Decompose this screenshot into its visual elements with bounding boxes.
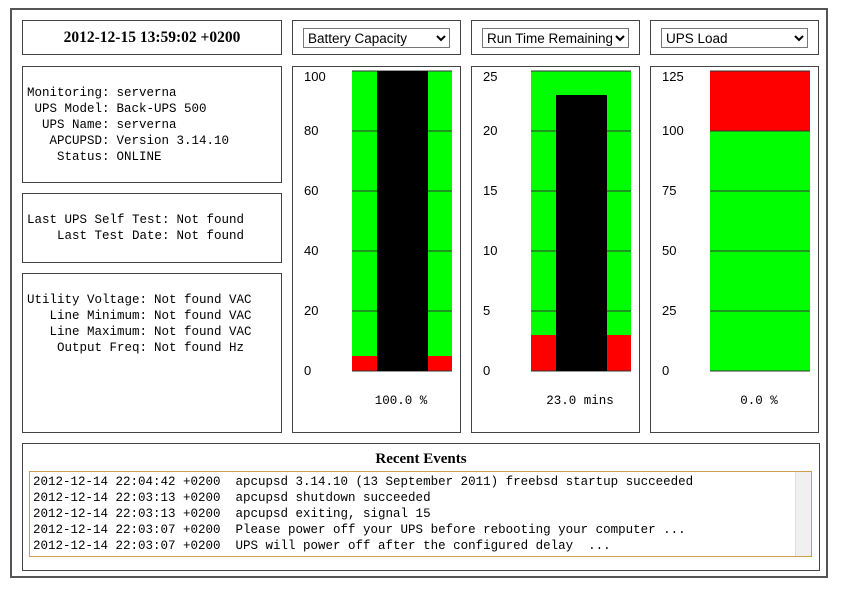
y-tick-label: 100: [304, 69, 326, 84]
y-tick-label: 20: [483, 123, 497, 138]
field-label: Status:: [57, 150, 110, 164]
events-title: Recent Events: [375, 451, 467, 467]
field-label: Monitoring:: [27, 86, 110, 100]
y-tick-label: 60: [304, 183, 318, 198]
y-tick-label: 25: [483, 69, 497, 84]
y-tick-label: 50: [662, 243, 676, 258]
zone: [710, 71, 810, 131]
gauge-panel: 0 20 40 60 80 100 100.0 %: [292, 66, 461, 433]
selector-box: UPS Load: [650, 20, 819, 55]
value-bar: [556, 95, 607, 371]
timestamp: 2012-12-15 13:59:02 +0200: [22, 20, 282, 55]
field-value: serverna: [116, 118, 177, 132]
gauge: 0 5 10 15 20 25 23.0 mins: [483, 69, 631, 408]
y-tick-label: 100: [662, 123, 684, 138]
value-label: 23.0 mins: [546, 394, 614, 408]
value-bar: [377, 71, 428, 371]
gauge-selector[interactable]: UPS Load: [661, 28, 808, 48]
y-tick-label: 25: [662, 303, 676, 318]
event-line: 2012-12-14 22:03:07 +0200 UPS will power…: [33, 539, 611, 553]
key-value-list: Utility Voltage: Not found VAC Line Minimu…: [27, 292, 281, 356]
gauge-panel: 0 25 50 75 100 125 0.0 %: [650, 66, 819, 433]
y-tick-label: 20: [304, 303, 318, 318]
field-label: Last UPS Self Test:: [27, 213, 170, 227]
y-tick-label: 10: [483, 243, 497, 258]
y-tick-label: 5: [483, 303, 490, 318]
scrollbar[interactable]: [795, 472, 811, 556]
event-line: 2012-12-14 22:03:13 +0200 apcupsd exitin…: [33, 507, 431, 521]
field-value: Not found VAC: [154, 325, 252, 339]
gauge-selector[interactable]: Run Time Remaining: [482, 28, 629, 48]
value-label: 100.0 %: [375, 394, 428, 408]
field-label: Output Freq:: [57, 341, 148, 355]
field-label: Line Minimum:: [49, 309, 148, 323]
field-label: Utility Voltage:: [27, 293, 148, 307]
key-value-list: Monitoring: serverna UPS Model: Back-UPS 50…: [27, 85, 281, 165]
voltage-panel: Utility Voltage: Not found VAC Line Minimu…: [22, 273, 282, 433]
field-value: ONLINE: [116, 150, 162, 164]
field-value: Not found Hz: [154, 341, 245, 355]
field-label: UPS Model:: [34, 102, 110, 116]
field-value: Not found VAC: [154, 293, 252, 307]
events-log[interactable]: 2012-12-14 22:04:42 +0200 apcupsd 3.14.1…: [29, 471, 812, 557]
field-value: Version 3.14.10: [116, 134, 230, 148]
selector-box: Battery Capacity: [292, 20, 461, 55]
field-value: serverna: [116, 86, 177, 100]
y-tick-label: 15: [483, 183, 497, 198]
self-test-panel: Last UPS Self Test: Not found Last Test Da…: [22, 193, 282, 263]
field-label: UPS Name:: [42, 118, 110, 132]
value-label: 0.0 %: [740, 394, 778, 408]
field-value: Back-UPS 500: [116, 102, 207, 116]
y-tick-label: 80: [304, 123, 318, 138]
y-tick-label: 75: [662, 183, 676, 198]
field-value: Not found: [176, 213, 245, 227]
y-tick-label: 0: [483, 363, 490, 378]
field-label: APCUPSD:: [49, 134, 110, 148]
field-value: Not found VAC: [154, 309, 252, 323]
field-label: Line Maximum:: [49, 325, 148, 339]
gauge-selector[interactable]: Battery Capacity: [303, 28, 450, 48]
status-panel: Monitoring: serverna UPS Model: Back-UPS 50…: [22, 66, 282, 183]
event-line: 2012-12-14 22:03:07 +0200 Please power o…: [33, 523, 686, 537]
y-tick-label: 0: [304, 363, 311, 378]
field-label: Last Test Date:: [57, 229, 170, 243]
key-value-list: Last UPS Self Test: Not found Last Test Da…: [27, 212, 281, 244]
y-tick-label: 125: [662, 69, 684, 84]
gauge-panel: 0 5 10 15 20 25 23.0 mins: [471, 66, 640, 433]
event-line: 2012-12-14 22:03:13 +0200 apcupsd shutdo…: [33, 491, 431, 505]
event-line: 2012-12-14 22:04:42 +0200 apcupsd 3.14.1…: [33, 475, 694, 489]
frame: [10, 8, 828, 578]
selector-box: Run Time Remaining: [471, 20, 640, 55]
events-panel: Recent Events 2012-12-14 22:04:42 +0200 …: [22, 443, 820, 571]
gauge: 0 20 40 60 80 100 100.0 %: [304, 69, 452, 408]
field-value: Not found: [176, 229, 245, 243]
y-tick-label: 0: [662, 363, 669, 378]
y-tick-label: 40: [304, 243, 318, 258]
gauge: 0 25 50 75 100 125 0.0 %: [662, 69, 810, 408]
